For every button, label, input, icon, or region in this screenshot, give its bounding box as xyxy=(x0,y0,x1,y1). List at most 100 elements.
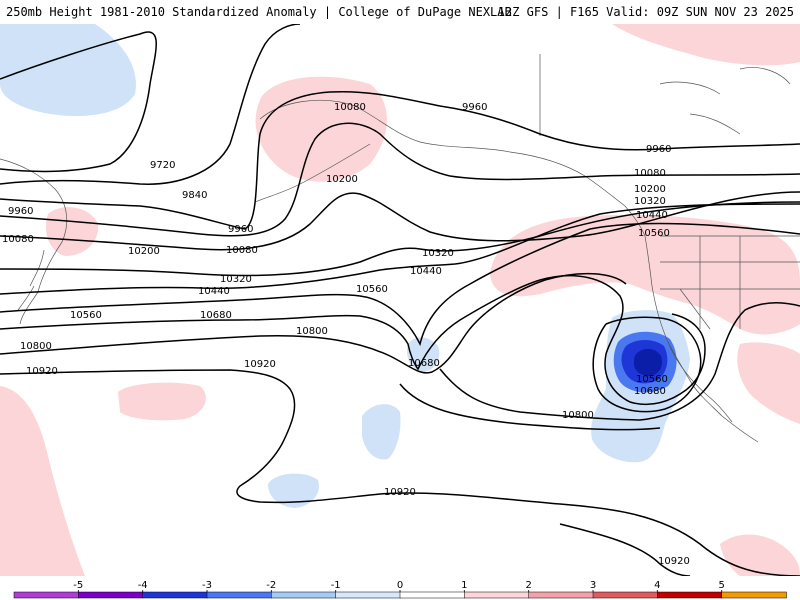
anomaly-shading xyxy=(0,24,800,576)
colorbar-tick-label: -2 xyxy=(266,580,276,591)
state-lines xyxy=(660,236,800,330)
contour-label-l10680c: 10680 xyxy=(634,386,666,397)
contour-10920-south xyxy=(559,523,691,576)
colorbar-tick-label: 2 xyxy=(526,580,532,591)
colorbar-swatch xyxy=(721,591,787,599)
contour-label-l10440c: 10440 xyxy=(198,286,230,297)
colorbar-svg: -5 -4 -3 -2 -1 0 1 2 3 4 5 xyxy=(13,580,787,599)
contour-label-l10560a: 10560 xyxy=(638,228,670,239)
colorbar: -5 -4 -3 -2 -1 0 1 2 3 4 5 xyxy=(0,576,800,600)
colorbar-tick-label: -4 xyxy=(138,580,148,591)
colorbar-swatch xyxy=(78,591,144,599)
map-panel: 9720 9840 9960 9960 9960 9960 10080 1008… xyxy=(0,24,800,576)
contour-10680 xyxy=(0,274,706,406)
contour-label-l10320c: 10320 xyxy=(220,274,252,285)
contour-label-l10920a: 10920 xyxy=(26,366,58,377)
contour-label-l10680b: 10680 xyxy=(408,358,440,369)
colorbar-swatch xyxy=(13,591,80,599)
contour-9960 xyxy=(0,90,800,230)
contour-10800-outer xyxy=(439,302,800,421)
alaska-coast xyxy=(259,99,646,237)
contour-label-l9840: 9840 xyxy=(182,190,207,201)
negative-anomaly-arctic xyxy=(0,24,136,117)
colorbar-labels: -5 -4 -3 -2 -1 0 1 2 3 4 5 xyxy=(73,580,725,591)
header-bar: 250mb Height 1981-2010 Standardized Anom… xyxy=(0,0,800,24)
colorbar-swatch xyxy=(592,591,659,599)
contour-label-l9960b: 9960 xyxy=(646,144,671,155)
contour-label-l10200b: 10200 xyxy=(634,184,666,195)
colorbar-tick-label: -5 xyxy=(73,580,83,591)
height-contours xyxy=(0,24,800,576)
asia-coast xyxy=(0,158,68,325)
positive-anomaly-southwest xyxy=(0,386,85,576)
baja-peninsula xyxy=(667,341,733,423)
contour-10920-east xyxy=(399,383,661,431)
contour-label-l9960d: 9960 xyxy=(228,224,253,235)
contour-label-l10440b: 10440 xyxy=(410,266,442,277)
geography-outlines xyxy=(0,54,800,443)
positive-anomaly-mid-pacific xyxy=(118,382,206,421)
contour-label-l10800c: 10800 xyxy=(562,410,594,421)
colorbar-swatch xyxy=(657,591,723,599)
contour-label-l10920d: 10920 xyxy=(658,556,690,567)
colorbar-swatch xyxy=(335,591,401,599)
colorbar-swatches xyxy=(13,591,787,599)
contour-label-l9960a: 9960 xyxy=(462,102,487,113)
contour-label-l10800b: 10800 xyxy=(20,341,52,352)
contour-10080 xyxy=(0,122,800,237)
colorbar-ticks xyxy=(77,590,723,592)
contour-label-l10560c: 10560 xyxy=(70,310,102,321)
contour-10800-low xyxy=(592,316,702,413)
contour-label-l10440a: 10440 xyxy=(636,210,668,221)
positive-anomaly-northeast xyxy=(612,24,800,66)
contour-9720 xyxy=(0,31,157,173)
contour-label-l10320a: 10320 xyxy=(634,196,666,207)
contour-label-l10920c: 10920 xyxy=(384,487,416,498)
colorbar-swatch xyxy=(142,591,208,599)
contour-label-l10080c: 10080 xyxy=(2,234,34,245)
contour-label-l10560b: 10560 xyxy=(356,284,388,295)
contour-label-l10920b: 10920 xyxy=(244,359,276,370)
model-valid-time: 12Z GFS | F165 Valid: 09Z SUN NOV 23 202… xyxy=(497,5,794,19)
contour-label-l10560d: 10560 xyxy=(636,374,668,385)
contour-label-l9720: 9720 xyxy=(150,160,175,171)
positive-anomaly-kamchatka xyxy=(45,207,99,256)
colorbar-swatch xyxy=(206,591,273,599)
colorbar-swatch xyxy=(464,591,530,599)
colorbar-tick-label: -1 xyxy=(331,580,341,591)
map-canvas: 9720 9840 9960 9960 9960 9960 10080 1008… xyxy=(0,24,800,576)
negative-anomaly-hawaii xyxy=(362,404,401,460)
contour-label-l10800a: 10800 xyxy=(296,326,328,337)
west-coast xyxy=(644,235,759,443)
contour-10560 xyxy=(0,222,800,347)
contour-label-l10200a: 10200 xyxy=(326,174,358,185)
colorbar-tick-label: 3 xyxy=(590,580,596,591)
contour-10200 xyxy=(0,191,800,251)
negative-anomaly-south xyxy=(268,473,319,508)
colorbar-tick-label: 4 xyxy=(654,580,660,591)
colorbar-tick-label: 5 xyxy=(719,580,725,591)
colorbar-tick-label: 0 xyxy=(397,580,403,591)
contour-9840 xyxy=(0,24,301,185)
contour-label-l10080b: 10080 xyxy=(634,168,666,179)
contour-label-l9960c: 9960 xyxy=(8,206,33,217)
colorbar-swatch xyxy=(528,591,594,599)
negative-anomaly-low-core xyxy=(634,348,662,376)
aleutian-chain xyxy=(254,143,371,203)
contour-label-l10680a: 10680 xyxy=(200,310,232,321)
contour-10800 xyxy=(0,272,627,374)
canada-islands xyxy=(659,67,791,135)
colorbar-swatch xyxy=(271,591,337,599)
contour-label-l10080d: 10080 xyxy=(226,245,258,256)
contour-label-l10200c: 10200 xyxy=(128,246,160,257)
colorbar-swatch xyxy=(399,591,466,599)
contour-10320 xyxy=(0,201,800,277)
contour-label-l10320b: 10320 xyxy=(422,248,454,259)
contour-10440 xyxy=(0,203,800,295)
contour-10920 xyxy=(0,369,800,576)
positive-anomaly-mexico xyxy=(737,342,800,424)
product-title: 250mb Height 1981-2010 Standardized Anom… xyxy=(6,5,512,19)
colorbar-tick-label: -3 xyxy=(202,580,212,591)
japan xyxy=(17,249,45,311)
positive-anomaly-alaska xyxy=(255,76,387,182)
